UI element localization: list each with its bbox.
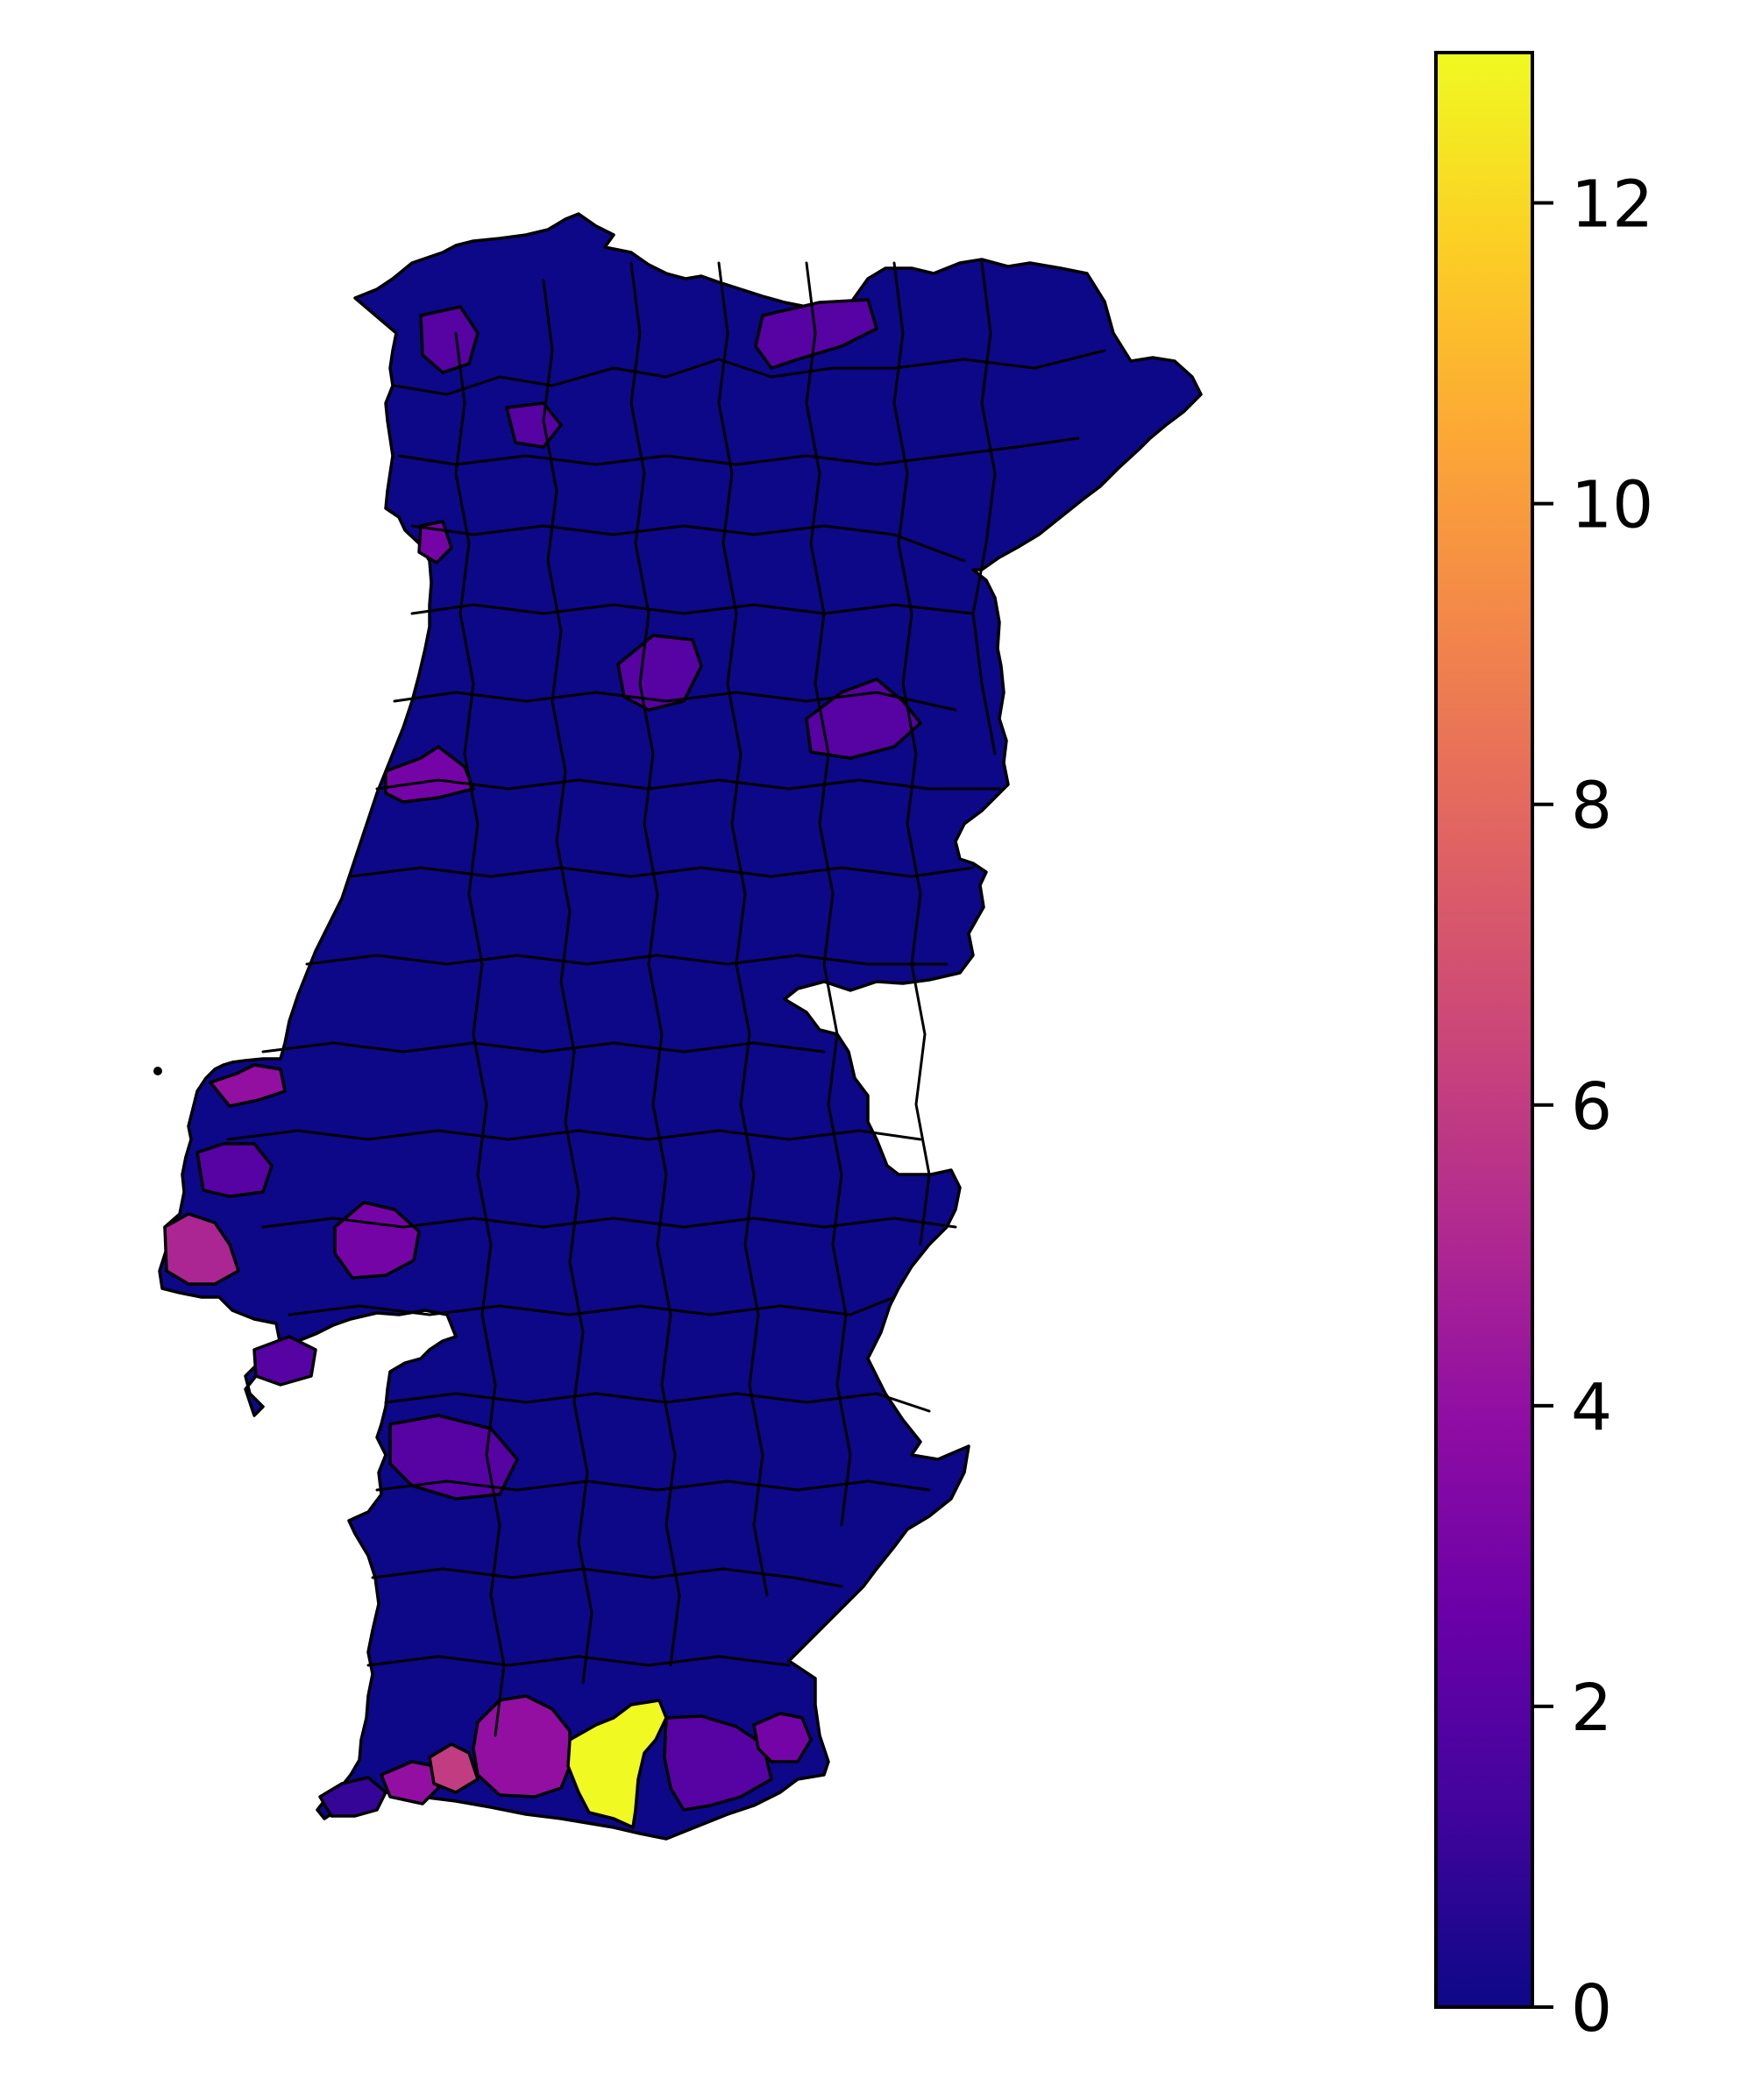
- region-algarve-west: [318, 1776, 387, 1818]
- region-setubal-south: [252, 1335, 317, 1387]
- region-algarve-east: [663, 1714, 773, 1812]
- region-alentejo-coast: [388, 1414, 519, 1501]
- region-far-north-west: [419, 305, 480, 374]
- colorbar-ticks: 0 2 4 6 8 10 12: [1532, 167, 1653, 2047]
- region-algarve-far-east: [752, 1712, 813, 1763]
- colorbar-tick-label: 4: [1571, 1370, 1612, 1445]
- region-algarve-west-central: [380, 1760, 440, 1806]
- colorbar: 0 2 4 6 8 10 12: [1434, 51, 1653, 2047]
- colorbar-tick-label: 6: [1571, 1069, 1612, 1145]
- portugal-map: [153, 212, 1203, 1841]
- municipality-boundaries: [226, 261, 1106, 1737]
- region-algarve-central-peak: [566, 1699, 668, 1829]
- region-algarve-central: [472, 1694, 572, 1798]
- colorbar-gradient: [1434, 51, 1534, 2009]
- region-lisbon-coast: [195, 1142, 274, 1198]
- region-lisbon-west-tip: [163, 1212, 240, 1286]
- colorbar-tick-label: 8: [1571, 769, 1612, 844]
- region-lisbon-north-coast: [209, 1063, 287, 1108]
- region-north-coast-south: [417, 520, 453, 564]
- colorbar-tick-label: 12: [1571, 167, 1653, 243]
- colorbar-tick-label: 0: [1571, 1971, 1612, 2047]
- region-algarve-central-west: [428, 1742, 480, 1794]
- region-central-coast: [384, 745, 475, 804]
- colorbar-tick-label: 10: [1571, 468, 1653, 543]
- colorbar-tick-label: 2: [1571, 1671, 1612, 1746]
- islet: [153, 1067, 162, 1075]
- region-central-north: [616, 634, 703, 712]
- region-central-east: [805, 678, 922, 760]
